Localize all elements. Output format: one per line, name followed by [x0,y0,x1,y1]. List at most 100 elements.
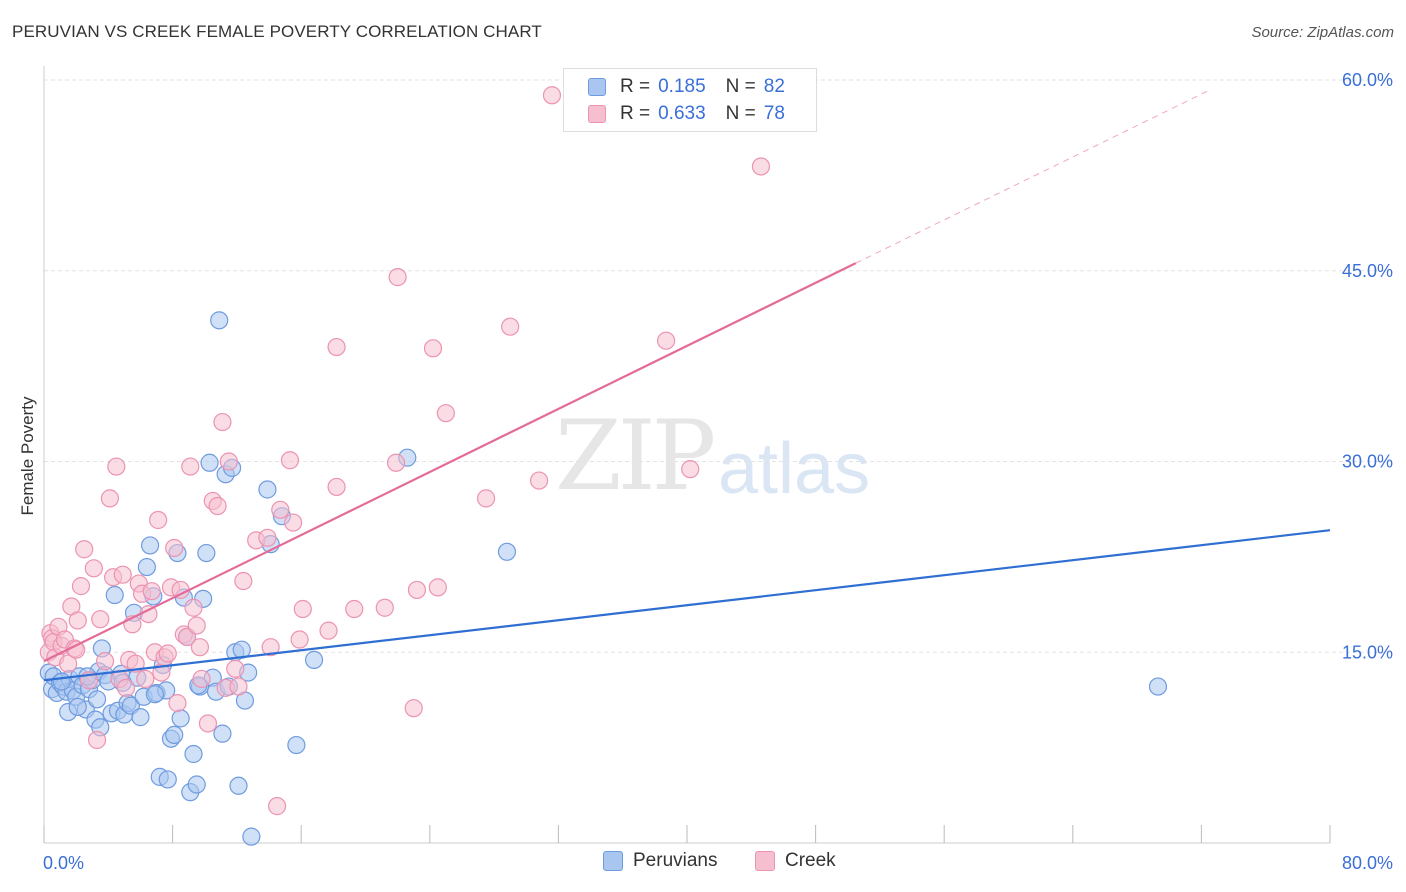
creek-point [280,451,300,470]
peruvians-point [68,697,87,717]
peruvians-point [145,685,165,704]
peruvians-points [39,311,1168,846]
peruvians-point [171,709,190,728]
creek-point [258,528,277,547]
peruvians-point [229,776,248,795]
creek-point [375,598,394,617]
peruvians-point [158,770,177,789]
creek-point [84,559,103,578]
creek-point [181,457,200,476]
creek-point [107,457,126,476]
grid-lines [44,79,1392,653]
peruvians-point [200,453,219,472]
peruvians-point [131,708,150,727]
peruvians-point [184,744,203,764]
y-tick-label: 15.0% [1342,642,1393,662]
r-label: R = [620,76,651,97]
creek-point [100,489,120,508]
creek-point [184,598,203,617]
peruvians-swatch [588,78,606,96]
creek-point [428,578,447,597]
creek-point [327,337,346,357]
creek-point [168,694,187,713]
peruvians-point [52,672,71,691]
legend-row-creek: R = 0.633 N = 78 [588,102,785,126]
creek-point [59,654,78,673]
creek-point [165,538,184,558]
x-tick-label-min: 0.0% [43,853,84,873]
peruvians-point [287,735,306,755]
peruvians-point [210,311,229,330]
n-label: N = [725,103,756,124]
r-value: 0.185 [658,76,706,97]
creek-point [319,621,338,640]
creek-point [136,669,155,689]
peruvians-point [258,480,277,499]
creek-point [208,496,227,516]
legend-item-creek[interactable]: Creek [755,850,836,872]
creek-point [71,577,91,596]
peruvians-point [213,724,232,743]
tick-labels: 15.0% 30.0% 45.0% 60.0% 0.0% 80.0% [43,70,1393,873]
peruvians-trend-line [43,529,1331,682]
x-tick-label-max: 80.0% [1342,853,1393,873]
creek-point [113,565,132,584]
creek-point [190,638,210,657]
creek-point [234,571,253,591]
creek-point [290,630,309,649]
creek-point [530,471,549,490]
creek-point [142,582,161,601]
creek-point [476,489,496,508]
creek-point [261,638,280,657]
legend-label-creek: Creek [785,850,836,871]
creek-swatch [755,851,775,871]
watermark-zip: ZIP [555,400,716,512]
peruvians-point [105,585,124,605]
peruvians-point [187,775,206,794]
creek-point [75,540,94,559]
r-label: R = [620,103,651,124]
axes [43,66,1331,844]
legend-label-peruvians: Peruvians [633,850,718,871]
creek-point [345,599,364,619]
correlation-legend: R = 0.185 N = 82 R = 0.633 N = 78 [563,68,817,132]
n-value: 78 [763,103,785,124]
creek-point [404,699,423,718]
creek-point [229,677,248,696]
peruvians-point [197,543,216,563]
creek-point [116,678,136,697]
creek-point [751,157,771,176]
creek-point [91,610,110,629]
creek-point [657,331,676,350]
y-tick-label: 30.0% [1342,452,1393,472]
creek-point [293,599,312,619]
creek-point [187,616,206,635]
creek-point [198,714,218,733]
creek-point [192,669,211,689]
creek-point [436,404,455,423]
legend-row-peruvians: R = 0.185 N = 82 [588,75,785,99]
creek-point [213,412,232,432]
n-label: N = [725,76,756,97]
creek-point [388,268,407,287]
creek-point [158,644,177,663]
creek-point [219,452,238,471]
creek-point [226,659,245,678]
peruvians-swatch [603,851,623,871]
creek-point [542,86,562,105]
creek-point [327,477,346,497]
peruvians-point [497,542,517,561]
creek-swatch [588,105,606,123]
peruvians-point [87,690,107,709]
creek-point [501,317,520,336]
creek-point [68,611,87,630]
y-tick-label: 60.0% [1342,70,1393,90]
legend-item-peruvians[interactable]: Peruvians [603,850,718,872]
creek-point [267,797,287,816]
peruvians-point [304,650,324,669]
creek-point [67,640,86,659]
peruvians-point [242,827,261,846]
creek-point [87,730,107,750]
creek-trend-extension [855,89,1210,264]
series-legend: Peruvians Creek [0,850,1406,878]
